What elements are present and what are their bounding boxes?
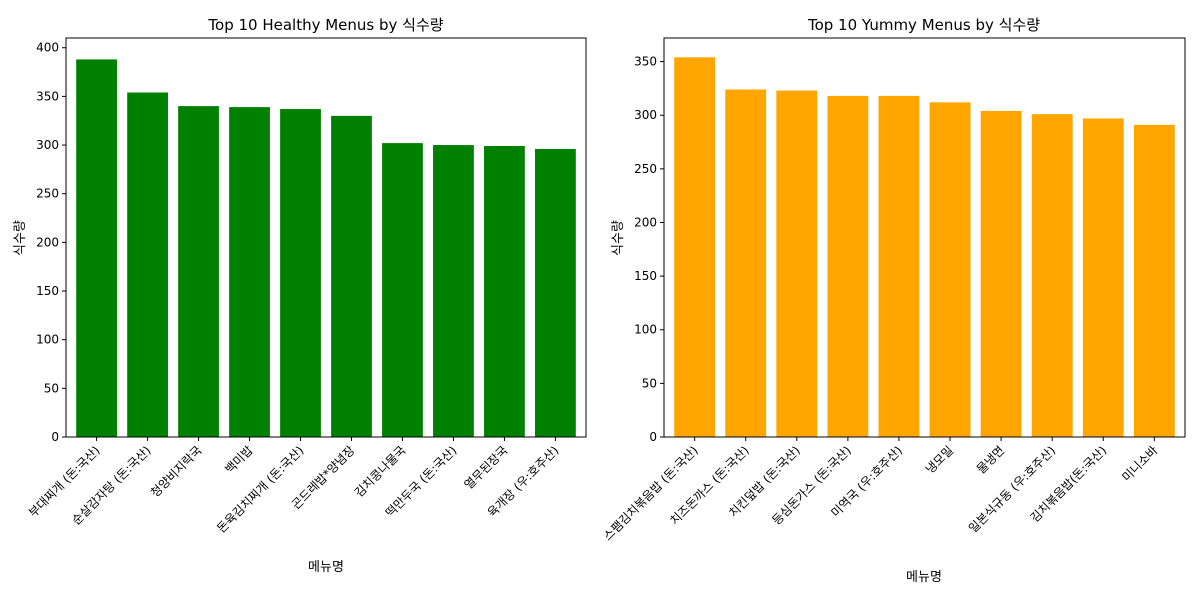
chart-yummy-menus: Top 10 Yummy Menus by 식수량 0 50 100 150 200 25… <box>601 16 1186 585</box>
y-tick-label-yummy-1: 50 <box>642 376 657 390</box>
bar-healthy-4 <box>280 109 321 437</box>
bar-yummy-7 <box>1031 114 1073 438</box>
bar-yummy-3 <box>827 95 869 438</box>
bar-healthy-5 <box>331 115 372 437</box>
bar-healthy-9 <box>535 148 576 437</box>
bar-yummy-2 <box>776 90 818 437</box>
y-tick-label-yummy-4: 200 <box>634 215 657 229</box>
x-axis-label-yummy: 메뉴명 <box>906 570 942 585</box>
bar-group-yummy <box>674 57 1175 438</box>
y-axis-ticks-healthy: 0 50 100 150 200 250 300 350 400 <box>36 41 66 444</box>
bar-healthy-1 <box>127 92 168 437</box>
y-tick-label-healthy-2: 100 <box>36 333 59 347</box>
bar-yummy-1 <box>725 89 767 437</box>
y-tick-label-healthy-5: 250 <box>36 187 59 201</box>
chart-title-healthy: Top 10 Healthy Menus by 식수량 <box>207 16 443 34</box>
bar-healthy-0 <box>76 59 117 437</box>
y-tick-label-healthy-3: 150 <box>36 284 59 298</box>
x-axis-label-healthy: 메뉴명 <box>308 560 344 575</box>
bar-yummy-4 <box>878 95 920 438</box>
y-tick-label-yummy-7: 350 <box>634 55 657 69</box>
y-tick-label-healthy-8: 400 <box>36 41 59 55</box>
bar-yummy-6 <box>980 110 1022 437</box>
bar-yummy-9 <box>1133 124 1175 437</box>
bar-healthy-2 <box>178 106 219 438</box>
y-axis-label-healthy: 식수량 <box>13 220 28 256</box>
y-axis-label-yummy: 식수량 <box>611 220 626 256</box>
bar-group-healthy <box>76 59 576 438</box>
bar-yummy-8 <box>1082 118 1124 437</box>
bar-yummy-0 <box>674 57 716 438</box>
bar-yummy-5 <box>929 102 971 437</box>
y-axis-ticks-yummy: 0 50 100 150 200 250 300 350 <box>634 55 664 444</box>
y-tick-label-yummy-3: 150 <box>634 269 657 283</box>
bar-healthy-7 <box>433 145 474 438</box>
y-tick-label-healthy-0: 0 <box>51 430 59 444</box>
y-tick-label-yummy-6: 300 <box>634 108 657 122</box>
y-tick-label-healthy-4: 200 <box>36 235 59 249</box>
y-tick-label-healthy-6: 300 <box>36 138 59 152</box>
y-tick-label-yummy-0: 0 <box>649 430 657 444</box>
plot-frame-healthy <box>65 37 587 438</box>
plot-frame-yummy <box>663 37 1186 438</box>
bar-healthy-3 <box>229 107 270 437</box>
y-tick-label-healthy-7: 350 <box>36 89 59 103</box>
y-tick-label-yummy-5: 250 <box>634 162 657 176</box>
bar-healthy-8 <box>484 146 525 437</box>
chart-title-yummy: Top 10 Yummy Menus by 식수량 <box>807 16 1040 34</box>
y-tick-label-yummy-2: 100 <box>634 323 657 337</box>
bar-healthy-6 <box>382 143 423 437</box>
y-tick-label-healthy-1: 50 <box>44 381 59 395</box>
